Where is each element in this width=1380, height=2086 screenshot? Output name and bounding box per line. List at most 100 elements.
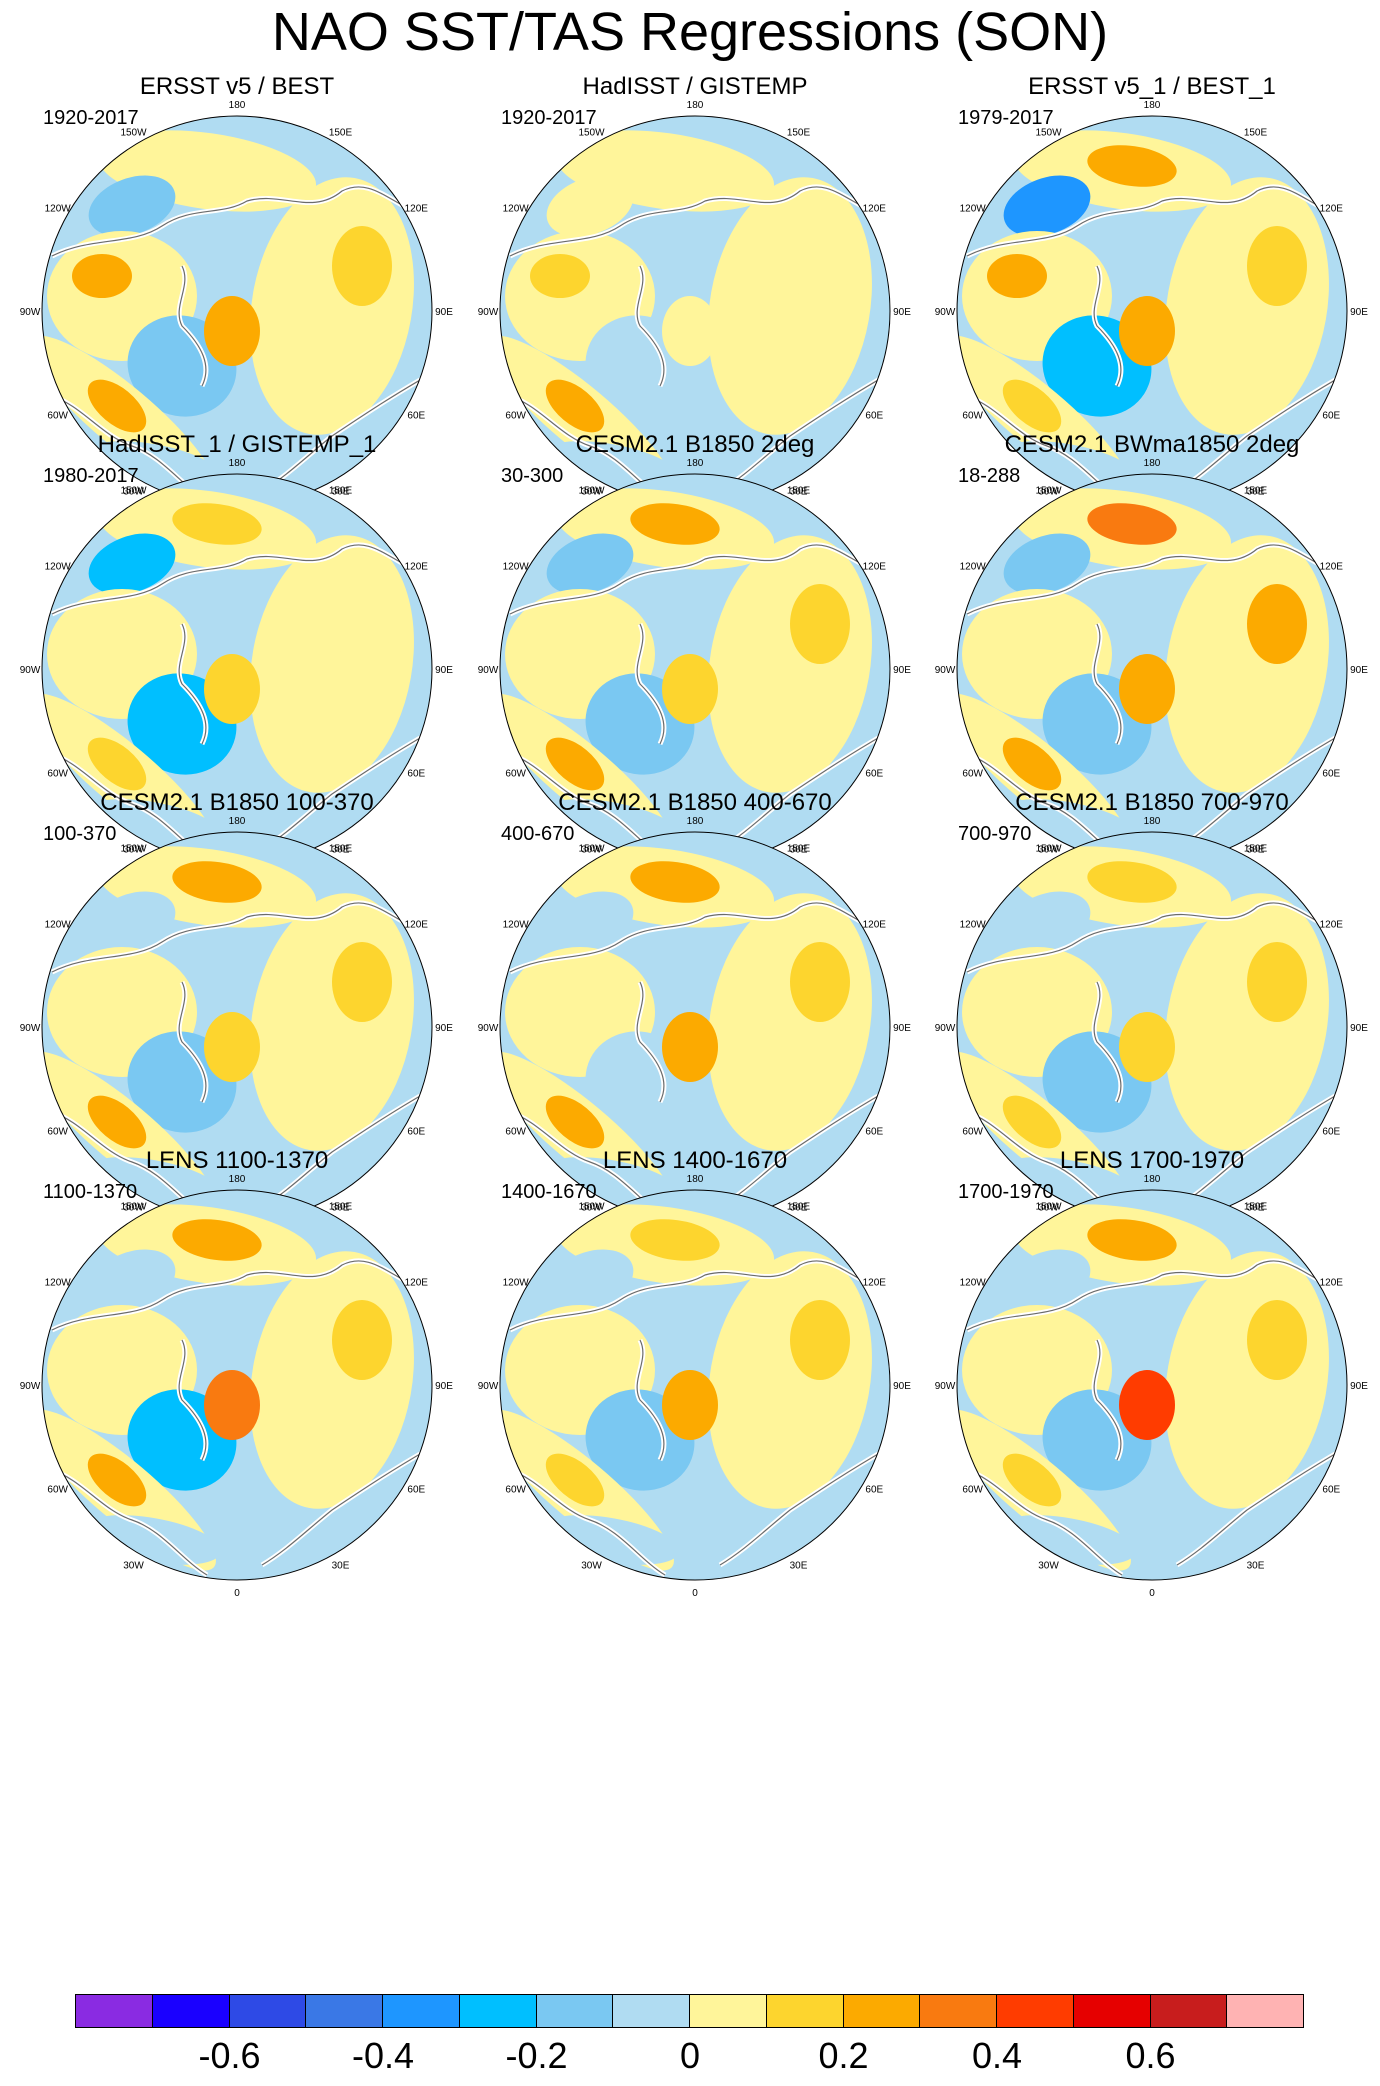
colorbar-swatch — [1072, 1994, 1151, 2028]
field-region — [530, 612, 590, 656]
longitude-label: 150E — [329, 844, 353, 855]
longitude-label: 0 — [234, 1588, 240, 1599]
longitude-label: 150E — [787, 128, 811, 139]
longitude-label: 60W — [962, 1127, 983, 1138]
longitude-label: 30W — [123, 1202, 144, 1213]
colorbar-swatch — [1149, 1994, 1228, 2028]
field-region — [72, 612, 132, 656]
longitude-label: 120W — [45, 1278, 72, 1289]
longitude-label: 60E — [407, 411, 425, 422]
coastline — [178, 981, 207, 1103]
longitude-label: 30E — [332, 1560, 350, 1571]
longitude-label: 90W — [20, 1381, 41, 1392]
longitude-label: 120W — [960, 1278, 987, 1289]
colorbar-swatch — [765, 1994, 844, 2028]
field-region — [1003, 1249, 1091, 1311]
period-label: 100-370 — [43, 823, 117, 845]
longitude-label: 150E — [329, 1202, 353, 1213]
longitude-label: 30E — [790, 1560, 808, 1571]
coastline — [509, 1260, 886, 1331]
longitude-label: 60E — [407, 769, 425, 780]
coastline — [636, 265, 665, 387]
field-region — [204, 1012, 260, 1082]
coastline — [966, 544, 1343, 615]
longitude-label: 90E — [435, 307, 453, 318]
field-region — [72, 1328, 132, 1372]
panel-title: ERSST v5_1 / BEST_1 — [1028, 73, 1276, 100]
map-boundary — [499, 1189, 891, 1581]
longitude-label: 150E — [329, 128, 353, 139]
field-region — [72, 970, 132, 1014]
longitude-label: 90E — [1350, 307, 1368, 318]
coastline — [1093, 265, 1122, 387]
field-region — [1003, 533, 1091, 595]
colorbar-tick-label: -0.2 — [505, 2035, 568, 2076]
coastline — [261, 375, 428, 492]
field-region — [1002, 379, 1062, 433]
colorbar-swatch — [996, 1994, 1074, 2028]
coastline — [509, 1469, 666, 1576]
coastline — [1093, 981, 1122, 1103]
longitude-label: 180 — [687, 816, 704, 827]
coastline — [1176, 733, 1343, 850]
field-region — [546, 891, 634, 953]
longitude-label: 90E — [893, 307, 911, 318]
longitude-label: 150E — [1244, 844, 1268, 855]
longitude-label: 30E — [1247, 1560, 1265, 1571]
coastline — [966, 902, 1343, 973]
longitude-label: 150W — [120, 844, 147, 855]
longitude-label: 150E — [1244, 1202, 1268, 1213]
coastline — [261, 1091, 428, 1208]
longitude-label: 30E — [332, 1202, 350, 1213]
field-region — [545, 1453, 605, 1507]
longitude-label: 60E — [1322, 769, 1340, 780]
longitude-label: 30E — [790, 1202, 808, 1213]
colorbar-swatch — [612, 1994, 690, 2028]
field-region — [87, 1453, 147, 1507]
colorbar-swatch — [689, 1994, 767, 2028]
field-region — [630, 861, 720, 903]
longitude-label: 180 — [687, 458, 704, 469]
longitude-label: 90E — [893, 665, 911, 676]
longitude-label: 120W — [503, 920, 530, 931]
longitude-label: 90E — [1350, 1023, 1368, 1034]
field-region — [545, 379, 605, 433]
longitude-label: 60W — [505, 769, 526, 780]
panel-title: CESM2.1 B1850 700-970 — [1015, 789, 1289, 816]
longitude-label: 120E — [863, 920, 887, 931]
longitude-label: 120W — [45, 920, 72, 931]
longitude-label: 30W — [1038, 1202, 1059, 1213]
field-region — [1003, 175, 1091, 237]
longitude-label: 60E — [865, 769, 883, 780]
longitude-label: 120E — [1320, 1278, 1344, 1289]
longitude-label: 120W — [960, 920, 987, 931]
longitude-label: 60E — [865, 1127, 883, 1138]
longitude-label: 150E — [787, 486, 811, 497]
longitude-label: 30W — [1038, 844, 1059, 855]
map-panel: CESM2.1 B1850 2deg180150E120E90E60E30E03… — [465, 430, 925, 900]
panel-title: LENS 1100-1370 — [145, 1147, 329, 1174]
coastline — [719, 1449, 886, 1566]
longitude-label: 90W — [478, 1023, 499, 1034]
map-panel: LENS 1100-1370 180 150E 120E 90E 60E 30E 0 30W 60… — [7, 1146, 467, 1616]
panel-title: HadISST_1 / GISTEMP_1 — [97, 431, 377, 458]
longitude-label: 60W — [505, 411, 526, 422]
longitude-label: 60W — [962, 769, 983, 780]
longitude-label: 120E — [405, 204, 429, 215]
coastline — [178, 265, 207, 387]
colorbar-swatch — [919, 1994, 997, 2028]
longitude-label: 150E — [1244, 486, 1268, 497]
longitude-label: 60E — [865, 1485, 883, 1496]
field-region — [546, 1249, 634, 1311]
longitude-label: 60E — [865, 411, 883, 422]
longitude-label: 60W — [47, 1485, 68, 1496]
field-region — [87, 1095, 147, 1149]
map-boundary — [956, 1189, 1348, 1581]
longitude-label: 180 — [687, 1174, 704, 1185]
longitude-label: 120E — [863, 1278, 887, 1289]
